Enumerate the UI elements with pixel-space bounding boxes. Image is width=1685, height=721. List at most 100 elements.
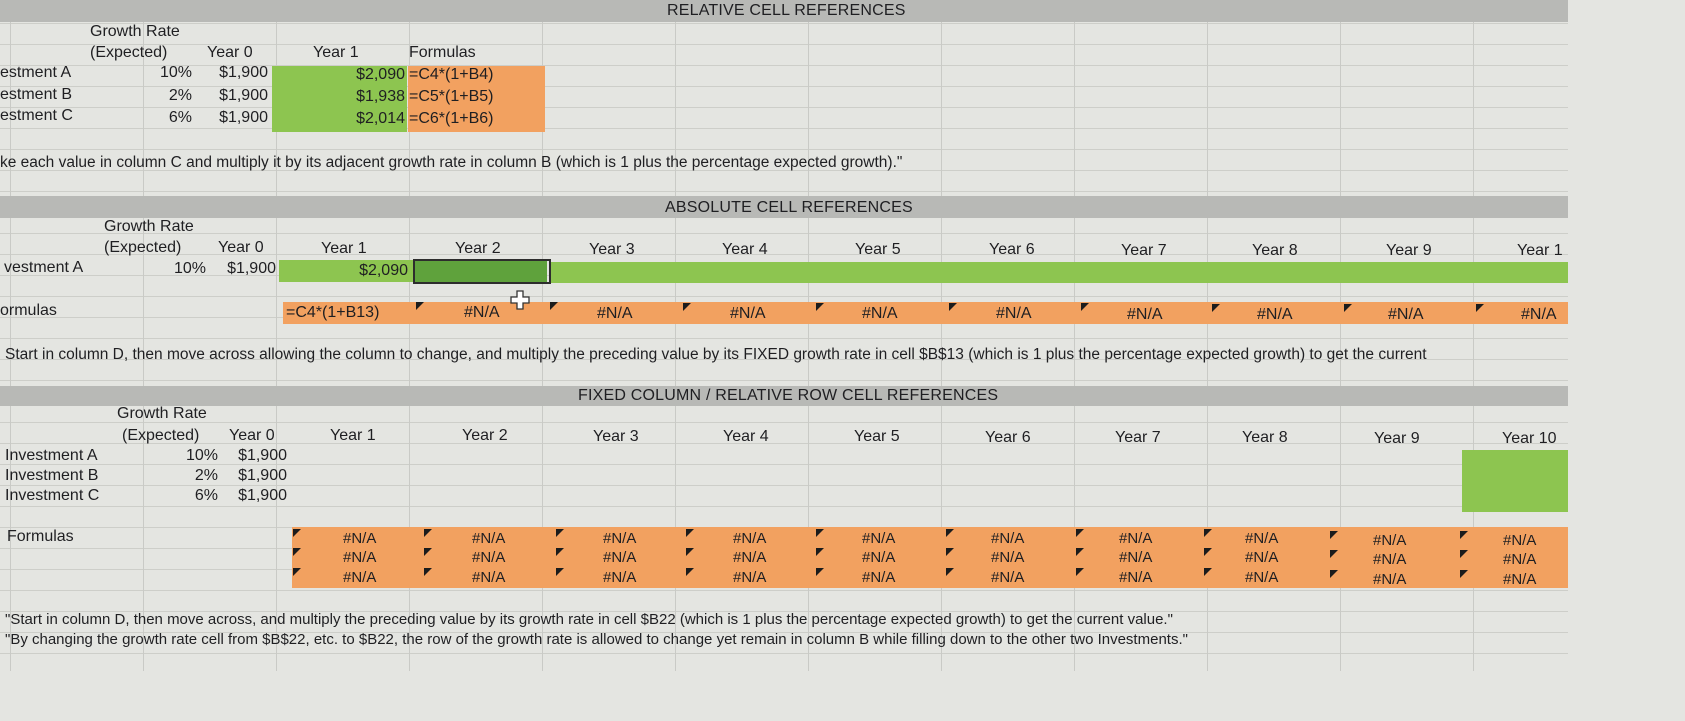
error-flag-icon [556, 529, 564, 537]
na-cell[interactable]: #N/A [1245, 549, 1279, 566]
na-cell[interactable]: #N/A [1503, 532, 1537, 549]
section-title: RELATIVE CELL REFERENCES [667, 2, 906, 19]
year1-cell[interactable]: $2,014 [356, 110, 405, 127]
year-header: Year 5 [855, 241, 901, 258]
formula-cell[interactable]: =C5*(1+B5) [409, 88, 494, 105]
na-cell[interactable]: #N/A [343, 530, 377, 547]
row-label[interactable]: Investment C [5, 487, 100, 504]
growth-rate-cell[interactable]: 10% [185, 447, 218, 464]
cell-cursor-icon [510, 290, 530, 310]
row-label[interactable]: vestment A [4, 259, 84, 276]
formula-cell[interactable]: =C4*(1+B4) [409, 66, 494, 83]
na-cell[interactable]: #N/A [1245, 530, 1279, 547]
selected-cell[interactable] [413, 259, 551, 284]
na-cell[interactable]: #N/A [1503, 571, 1537, 588]
year1-cell[interactable]: $1,938 [356, 88, 405, 105]
error-flag-icon [1330, 531, 1338, 539]
sec3-note-2: "By changing the growth rate cell from $… [5, 631, 1188, 648]
error-flag-icon [949, 303, 957, 311]
na-cell[interactable]: #N/A [1119, 530, 1153, 547]
growth-rate-cell[interactable]: 10% [173, 260, 206, 277]
year-header: Year 7 [1121, 242, 1167, 259]
row-label[interactable]: Investment A [5, 447, 98, 464]
na-cell[interactable]: #N/A [1127, 306, 1163, 323]
growth-rate-cell[interactable]: 6% [168, 109, 192, 126]
na-cell[interactable]: #N/A [991, 530, 1025, 547]
na-cell[interactable]: #N/A [730, 305, 766, 322]
na-cell[interactable]: #N/A [597, 305, 633, 322]
na-cell[interactable]: #N/A [1388, 306, 1424, 323]
na-cell[interactable]: #N/A [733, 530, 767, 547]
year0-cell[interactable]: $1,900 [219, 64, 268, 81]
na-cell[interactable]: #N/A [1119, 549, 1153, 566]
year-header: Year 9 [1386, 242, 1432, 259]
year-header: Year 8 [1242, 429, 1288, 446]
year2-selected-fill [414, 261, 547, 282]
na-cell[interactable]: #N/A [996, 305, 1032, 322]
na-cell[interactable]: #N/A [862, 569, 896, 586]
error-flag-icon [1081, 303, 1089, 311]
error-flag-icon [1076, 548, 1084, 556]
row-label[interactable]: estment A [0, 64, 72, 81]
row-label[interactable]: estment C [0, 107, 73, 124]
year1-cell[interactable]: $2,090 [356, 66, 405, 83]
na-cell[interactable]: #N/A [472, 549, 506, 566]
formula-cell[interactable]: =C4*(1+B13) [286, 304, 380, 321]
na-cell[interactable]: #N/A [1245, 569, 1279, 586]
na-cell[interactable]: #N/A [862, 530, 896, 547]
na-cell[interactable]: #N/A [603, 549, 637, 566]
na-cell[interactable]: #N/A [991, 569, 1025, 586]
year0-cell[interactable]: $1,900 [238, 467, 287, 484]
na-cell[interactable]: #N/A [1373, 532, 1407, 549]
error-flag-icon [1330, 550, 1338, 558]
na-cell[interactable]: #N/A [733, 569, 767, 586]
na-cell[interactable]: #N/A [991, 549, 1025, 566]
formulas-header: Formulas [409, 44, 476, 61]
na-cell[interactable]: #N/A [1257, 306, 1293, 323]
na-cell[interactable]: #N/A [343, 549, 377, 566]
year-header: Year 6 [985, 429, 1031, 446]
error-flag-icon [1212, 304, 1220, 312]
year-header: Year 1 [321, 240, 367, 257]
row-label[interactable]: estment B [0, 86, 73, 103]
error-flag-icon [816, 529, 824, 537]
error-flag-icon [1330, 570, 1338, 578]
year0-cell[interactable]: $1,900 [219, 109, 268, 126]
growth-rate-cell[interactable]: 10% [159, 64, 192, 81]
year1-cell[interactable]: $2,090 [359, 262, 408, 279]
na-cell[interactable]: #N/A [472, 569, 506, 586]
year0-cell[interactable]: $1,900 [219, 87, 268, 104]
year0-cell[interactable]: $1,900 [238, 487, 287, 504]
growth-rate-cell[interactable]: 6% [194, 487, 218, 504]
year0-cell[interactable]: $1,900 [227, 260, 276, 277]
na-cell[interactable]: #N/A [603, 569, 637, 586]
growth-rate-cell[interactable]: 2% [168, 87, 192, 104]
na-cell[interactable]: #N/A [862, 305, 898, 322]
error-flag-icon [816, 548, 824, 556]
na-cell[interactable]: #N/A [343, 569, 377, 586]
error-flag-icon [946, 548, 954, 556]
year0-cell[interactable]: $1,900 [238, 447, 287, 464]
na-cell[interactable]: #N/A [733, 549, 767, 566]
error-flag-icon [1076, 568, 1084, 576]
year-header: Year 1 [1517, 242, 1563, 259]
na-cell[interactable]: #N/A [862, 549, 896, 566]
na-cell[interactable]: #N/A [1521, 306, 1557, 323]
growth-rate-cell[interactable]: 2% [194, 467, 218, 484]
na-cell[interactable]: #N/A [464, 304, 500, 321]
sec1-note: ke each value in column C and multiply i… [0, 154, 903, 171]
formula-cell[interactable]: =C6*(1+B6) [409, 110, 494, 127]
row-label[interactable]: Investment B [5, 467, 99, 484]
na-cell[interactable]: #N/A [1373, 551, 1407, 568]
sec2-note: Start in column D, then move across allo… [5, 346, 1427, 363]
year-header: Year 5 [854, 428, 900, 445]
na-cell[interactable]: #N/A [1503, 551, 1537, 568]
error-flag-icon [1476, 304, 1484, 312]
expected-header: (Expected) [90, 44, 168, 61]
na-cell[interactable]: #N/A [603, 530, 637, 547]
error-flag-icon [416, 302, 424, 310]
na-cell[interactable]: #N/A [1119, 569, 1153, 586]
na-cell[interactable]: #N/A [1373, 571, 1407, 588]
error-flag-icon [946, 568, 954, 576]
na-cell[interactable]: #N/A [472, 530, 506, 547]
